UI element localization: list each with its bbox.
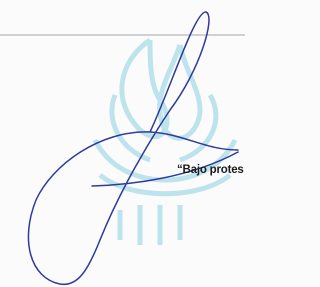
- page: “Bajo protes (() => { const data = JSON.…: [0, 0, 245, 287]
- watermark-logo: [95, 40, 235, 245]
- document-scan: [0, 0, 245, 287]
- stamp-text: “Bajo protes: [177, 164, 244, 176]
